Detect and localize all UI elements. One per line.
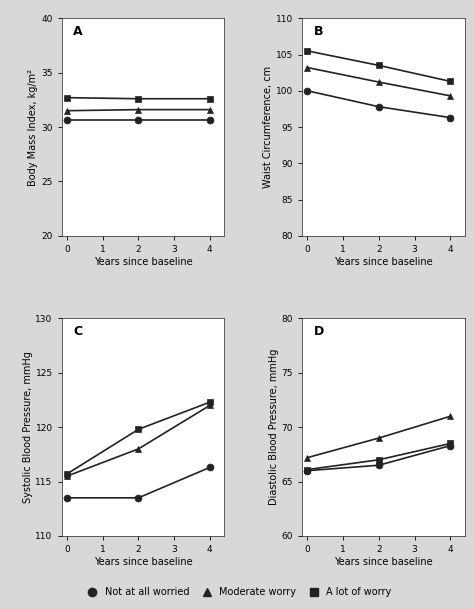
Text: D: D bbox=[313, 325, 324, 338]
Y-axis label: Systolic Blood Pressure, mmHg: Systolic Blood Pressure, mmHg bbox=[23, 351, 33, 503]
X-axis label: Years since baseline: Years since baseline bbox=[334, 557, 433, 567]
Y-axis label: Waist Circumference, cm: Waist Circumference, cm bbox=[263, 66, 273, 188]
X-axis label: Years since baseline: Years since baseline bbox=[334, 256, 433, 267]
Legend: Not at all worried, Moderate worry, A lot of worry: Not at all worried, Moderate worry, A lo… bbox=[78, 583, 396, 601]
Text: C: C bbox=[73, 325, 82, 338]
Y-axis label: Diastolic Blood Pressure, mmHg: Diastolic Blood Pressure, mmHg bbox=[269, 349, 279, 505]
Text: B: B bbox=[313, 25, 323, 38]
X-axis label: Years since baseline: Years since baseline bbox=[93, 256, 192, 267]
Y-axis label: Body Mass Index, kg/m²: Body Mass Index, kg/m² bbox=[28, 69, 38, 186]
Text: A: A bbox=[73, 25, 82, 38]
X-axis label: Years since baseline: Years since baseline bbox=[93, 557, 192, 567]
